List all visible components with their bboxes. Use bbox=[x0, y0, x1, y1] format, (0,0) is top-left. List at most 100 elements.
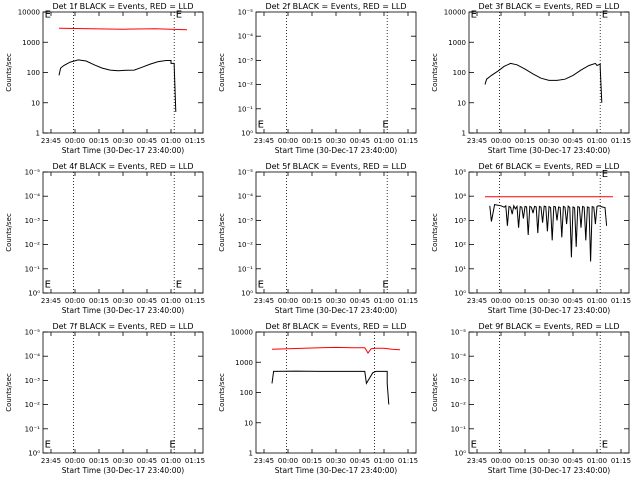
y-tick-label: 10⁻⁵ bbox=[25, 329, 41, 337]
x-tick-label: 00:30 bbox=[113, 137, 133, 145]
y-tick-label: 10000 bbox=[444, 9, 466, 17]
y-tick-label: 10000 bbox=[18, 9, 40, 17]
plot-title: Det 2f BLACK = Events, RED = LLD bbox=[265, 2, 406, 11]
y-tick-label: 1000 bbox=[22, 39, 40, 47]
plot-frame bbox=[468, 11, 630, 134]
x-axis-label: Start Time (30-Dec-17 23:40:00) bbox=[488, 466, 610, 475]
y-tick-label: 10⁻⁵ bbox=[451, 329, 467, 337]
y-tick-label: 10⁰ bbox=[28, 450, 40, 458]
x-tick-label: 00:15 bbox=[515, 137, 535, 145]
y-tick-label: 10⁻³ bbox=[238, 217, 254, 225]
x-tick-label: 01:00 bbox=[161, 137, 181, 145]
event-annotation: E bbox=[258, 119, 264, 130]
y-tick-label: 10⁻⁵ bbox=[25, 169, 41, 177]
y-tick-label: 10⁻¹ bbox=[25, 265, 41, 273]
events-series-line bbox=[484, 62, 603, 103]
y-tick-label: 10 bbox=[31, 99, 40, 107]
event-annotation: E bbox=[471, 9, 477, 20]
x-axis-label: Start Time (30-Dec-17 23:40:00) bbox=[275, 466, 397, 475]
y-tick-label: 1 bbox=[462, 130, 466, 138]
y-tick-label: 10⁻¹ bbox=[238, 105, 254, 113]
plot-frame bbox=[468, 331, 630, 454]
plot-title: Det 8f BLACK = Events, RED = LLD bbox=[265, 322, 406, 331]
y-tick-label: 10000 bbox=[231, 329, 253, 337]
plot-frame bbox=[255, 331, 417, 454]
x-tick-label: 00:15 bbox=[515, 297, 535, 305]
x-tick-label: 01:00 bbox=[587, 137, 607, 145]
x-tick-label: 00:45 bbox=[137, 457, 157, 465]
y-axis-label: Counts/sec bbox=[218, 53, 226, 92]
y-tick-label: 10² bbox=[454, 241, 466, 249]
y-axis-label: Counts/sec bbox=[218, 373, 226, 412]
y-tick-label: 1 bbox=[249, 450, 253, 458]
x-tick-label: 00:45 bbox=[350, 297, 370, 305]
y-tick-label: 10⁰ bbox=[454, 450, 466, 458]
x-tick-label: 23:45 bbox=[254, 137, 274, 145]
y-tick-label: 10⁻³ bbox=[238, 57, 254, 65]
x-tick-label: 00:15 bbox=[302, 297, 322, 305]
x-tick-label: 00:45 bbox=[563, 297, 583, 305]
y-tick-label: 10⁻⁴ bbox=[451, 353, 467, 361]
event-annotation: E bbox=[382, 279, 388, 290]
x-tick-label: 00:00 bbox=[491, 457, 511, 465]
x-tick-label: 00:00 bbox=[278, 457, 298, 465]
plot-title: Det 3f BLACK = Events, RED = LLD bbox=[478, 2, 619, 11]
x-tick-label: 01:15 bbox=[611, 137, 631, 145]
x-tick-label: 00:45 bbox=[350, 457, 370, 465]
x-tick-label: 01:00 bbox=[587, 297, 607, 305]
x-tick-label: 01:15 bbox=[398, 297, 418, 305]
y-tick-label: 10 bbox=[457, 99, 466, 107]
y-tick-label: 10⁻⁵ bbox=[238, 9, 254, 17]
x-tick-label: 23:45 bbox=[254, 457, 274, 465]
plot-frame bbox=[468, 171, 630, 294]
x-tick-label: 00:00 bbox=[278, 137, 298, 145]
event-annotation: E bbox=[602, 9, 608, 20]
y-tick-label: 10⁻³ bbox=[451, 377, 467, 385]
y-tick-label: 1000 bbox=[235, 359, 253, 367]
lld-series-line bbox=[271, 346, 401, 355]
x-tick-label: 00:30 bbox=[113, 297, 133, 305]
y-tick-label: 10⁻² bbox=[238, 241, 254, 249]
y-tick-label: 10 bbox=[244, 419, 253, 427]
y-tick-label: 10⁻⁵ bbox=[238, 169, 254, 177]
x-tick-label: 00:30 bbox=[113, 457, 133, 465]
detector-panel-5: Det 5f BLACK = Events, RED = LLD Counts/s… bbox=[218, 162, 418, 315]
lld-series-line bbox=[58, 27, 188, 31]
x-tick-label: 00:45 bbox=[563, 457, 583, 465]
y-tick-label: 10⁻² bbox=[25, 401, 41, 409]
x-tick-label: 01:15 bbox=[611, 457, 631, 465]
x-tick-label: 23:45 bbox=[467, 137, 487, 145]
y-tick-label: 10⁰ bbox=[28, 290, 40, 298]
x-tick-label: 23:45 bbox=[41, 137, 61, 145]
x-tick-label: 01:00 bbox=[161, 457, 181, 465]
x-tick-label: 00:00 bbox=[65, 457, 85, 465]
x-axis-label: Start Time (30-Dec-17 23:40:00) bbox=[62, 466, 184, 475]
plot-title: Det 1f BLACK = Events, RED = LLD bbox=[52, 2, 193, 11]
plot-title: Det 4f BLACK = Events, RED = LLD bbox=[52, 162, 193, 171]
x-tick-label: 00:00 bbox=[65, 297, 85, 305]
y-tick-label: 10³ bbox=[454, 217, 466, 225]
detector-panel-3: Det 3f BLACK = Events, RED = LLD Counts/s… bbox=[431, 2, 631, 155]
y-tick-label: 10⁰ bbox=[241, 290, 253, 298]
x-tick-label: 00:30 bbox=[539, 297, 559, 305]
plot-frame bbox=[42, 11, 204, 134]
y-tick-label: 10⁰ bbox=[454, 290, 466, 298]
x-tick-label: 01:00 bbox=[374, 297, 394, 305]
y-tick-label: 10⁻³ bbox=[25, 377, 41, 385]
y-tick-label: 10⁵ bbox=[454, 169, 466, 177]
y-tick-label: 10⁻⁴ bbox=[25, 193, 41, 201]
x-tick-label: 23:45 bbox=[467, 297, 487, 305]
y-tick-label: 10⁻³ bbox=[25, 217, 41, 225]
x-tick-label: 01:00 bbox=[374, 137, 394, 145]
plot-frame bbox=[42, 331, 204, 454]
plot-title: Det 9f BLACK = Events, RED = LLD bbox=[478, 322, 619, 331]
y-tick-label: 1000 bbox=[448, 39, 466, 47]
x-tick-label: 01:15 bbox=[398, 137, 418, 145]
plot-title: Det 6f BLACK = Events, RED = LLD bbox=[478, 162, 619, 171]
plot-frame bbox=[255, 171, 417, 294]
y-axis-label: Counts/sec bbox=[431, 373, 439, 412]
y-tick-label: 100 bbox=[27, 69, 40, 77]
detector-panel-9: Det 9f BLACK = Events, RED = LLD Counts/s… bbox=[431, 322, 631, 475]
x-tick-label: 00:30 bbox=[326, 457, 346, 465]
events-series-line bbox=[489, 204, 608, 262]
